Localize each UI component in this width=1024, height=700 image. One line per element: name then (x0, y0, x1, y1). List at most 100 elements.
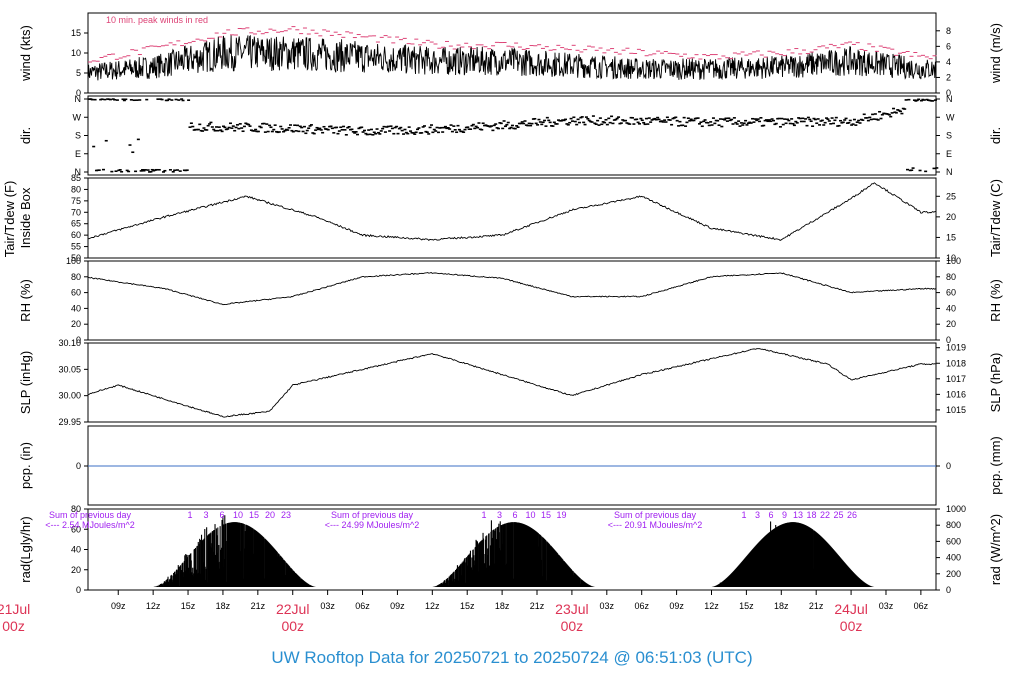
rad-hour-marker: 1 (741, 510, 746, 520)
x-tick-label: 03z (879, 601, 894, 611)
rad-hour-marker: 10 (233, 510, 243, 520)
slp-ytick-label: 30.00 (58, 391, 81, 401)
slp-ytick-label: 30.05 (58, 364, 81, 374)
x-tick-label: 15z (181, 601, 196, 611)
x-tick-label: 03z (320, 601, 335, 611)
rad-hour-marker: 15 (249, 510, 259, 520)
x-tick-label: 21z (809, 601, 824, 611)
rad-ytick-right-label: 1000 (946, 504, 966, 514)
direction-panel (87, 95, 937, 176)
x-day-tick-label: 24Jul (834, 601, 867, 617)
slp-ytick-right-label: 1018 (946, 358, 966, 368)
wind-ytick-right-label: 6 (946, 41, 951, 51)
temp-ytick-label: 60 (71, 230, 81, 240)
rh-ytick-right-label: 80 (946, 272, 956, 282)
rad-hour-marker: 9 (782, 510, 787, 520)
rad-ytick-label: 80 (71, 504, 81, 514)
x-day-zulu-label: 00z (840, 618, 863, 634)
dir-ylabel: dir. (18, 127, 33, 144)
rad-hour-marker: 25 (833, 510, 843, 520)
rad-sum-value: <--- 24.99 MJoules/m^2 (325, 520, 420, 530)
x-day-zulu-label: 00z (281, 618, 304, 634)
temp-ytick-label: 85 (71, 173, 81, 183)
rh-ytick-right-label: 0 (946, 335, 951, 345)
rh-ylabel-right: RH (%) (988, 279, 1003, 322)
chart-title: UW Rooftop Data for 20250721 to 20250724… (271, 648, 753, 667)
rad-hour-marker: 18 (806, 510, 816, 520)
x-tick-label: 18z (495, 601, 510, 611)
rad-hour-marker: 3 (203, 510, 208, 520)
x-tick-label: 18z (774, 601, 789, 611)
rad-ylabel-right: rad (W/m^2) (988, 514, 1003, 585)
slp-ytick-right-label: 1017 (946, 374, 966, 384)
rad-sum-label: Sum of previous day (331, 510, 414, 520)
dir-ytick-label: W (73, 112, 82, 122)
wind-speed-line (87, 34, 937, 82)
pcp-ytick-label: 0 (76, 461, 81, 471)
rad-hour-marker: 6 (512, 510, 517, 520)
dir-ytick-label: E (75, 149, 81, 159)
rad-ytick-label: 40 (71, 545, 81, 555)
rad-ytick-right-label: 0 (946, 585, 951, 595)
slp-line (87, 348, 937, 418)
x-tick-label: 12z (425, 601, 440, 611)
temp-ytick-label: 65 (71, 219, 81, 229)
rad-hour-marker: 1 (187, 510, 192, 520)
slp-ylabel-right: SLP (hPa) (988, 353, 1003, 413)
dir-ytick-label: N (75, 94, 82, 104)
x-day-tick-label: 22Jul (276, 601, 309, 617)
rad-sum-value: <--- 2.54 MJoules/m^2 (45, 520, 135, 530)
rad-ytick-label: 0 (76, 585, 81, 595)
dir-ytick-right-label: S (946, 131, 952, 141)
slp-ytick-right-label: 1019 (946, 343, 966, 353)
wind-ytick-right-label: 2 (946, 72, 951, 82)
dir-ytick-right-label: E (946, 149, 952, 159)
dir-ylabel-right: dir. (988, 127, 1003, 144)
rad-hour-marker: 1 (481, 510, 486, 520)
rad-ylabel: rad(Lgly/hr) (18, 516, 33, 582)
rad-hour-marker: 20 (265, 510, 275, 520)
wind-ytick-right-label: 0 (946, 88, 951, 98)
temp-ytick-label: 70 (71, 207, 81, 217)
wind-ylabel-right: wind (m/s) (988, 23, 1003, 84)
x-day-zulu-label: 00z (2, 618, 25, 634)
temp-ytick-label: 50 (71, 253, 81, 263)
slp-ytick-label: 29.95 (58, 417, 81, 427)
rad-hour-marker: 23 (281, 510, 291, 520)
x-tick-label: 09z (390, 601, 405, 611)
temp-ytick-right-label: 15 (946, 232, 956, 242)
x-tick-label: 09z (669, 601, 684, 611)
rad-sum-label: Sum of previous day (49, 510, 132, 520)
rad-sum-label: Sum of previous day (614, 510, 697, 520)
rad-hour-marker: 6 (768, 510, 773, 520)
rad-ytick-label: 20 (71, 565, 81, 575)
rad-hour-marker: 3 (497, 510, 502, 520)
rh-ytick-label: 100 (66, 256, 81, 266)
rh-ytick-label: 80 (71, 272, 81, 282)
x-tick-label: 03z (600, 601, 615, 611)
rad-ytick-right-label: 400 (946, 553, 961, 563)
slp-ytick-right-label: 1016 (946, 389, 966, 399)
pcp-ytick-right-label: 0 (946, 461, 951, 471)
x-day-tick-label: 23Jul (555, 601, 588, 617)
temp-ylabel-right: Tair/Tdew (C) (988, 179, 1003, 257)
rh-ytick-label: 60 (71, 288, 81, 298)
wind-ylabel: wind (kts) (18, 25, 33, 82)
rh-ytick-label: 20 (71, 319, 81, 329)
x-tick-label: 21z (251, 601, 266, 611)
wind-ytick-right-label: 4 (946, 57, 951, 67)
rh-panel (87, 260, 937, 341)
wind-annotation: 10 min. peak winds in red (106, 15, 208, 25)
rh-ylabel: RH (%) (18, 279, 33, 322)
dir-ytick-label: S (75, 131, 81, 141)
slp-ylabel: SLP (inHg) (18, 351, 33, 414)
temp-line (88, 182, 937, 242)
x-tick-label: 21z (530, 601, 545, 611)
temp-ylabel-2: Inside Box (18, 187, 33, 248)
x-tick-label: 06z (355, 601, 370, 611)
rh-line (88, 271, 937, 306)
rad-hour-marker: 10 (525, 510, 535, 520)
slp-ytick-label: 30.10 (58, 338, 81, 348)
x-tick-label: 06z (634, 601, 649, 611)
